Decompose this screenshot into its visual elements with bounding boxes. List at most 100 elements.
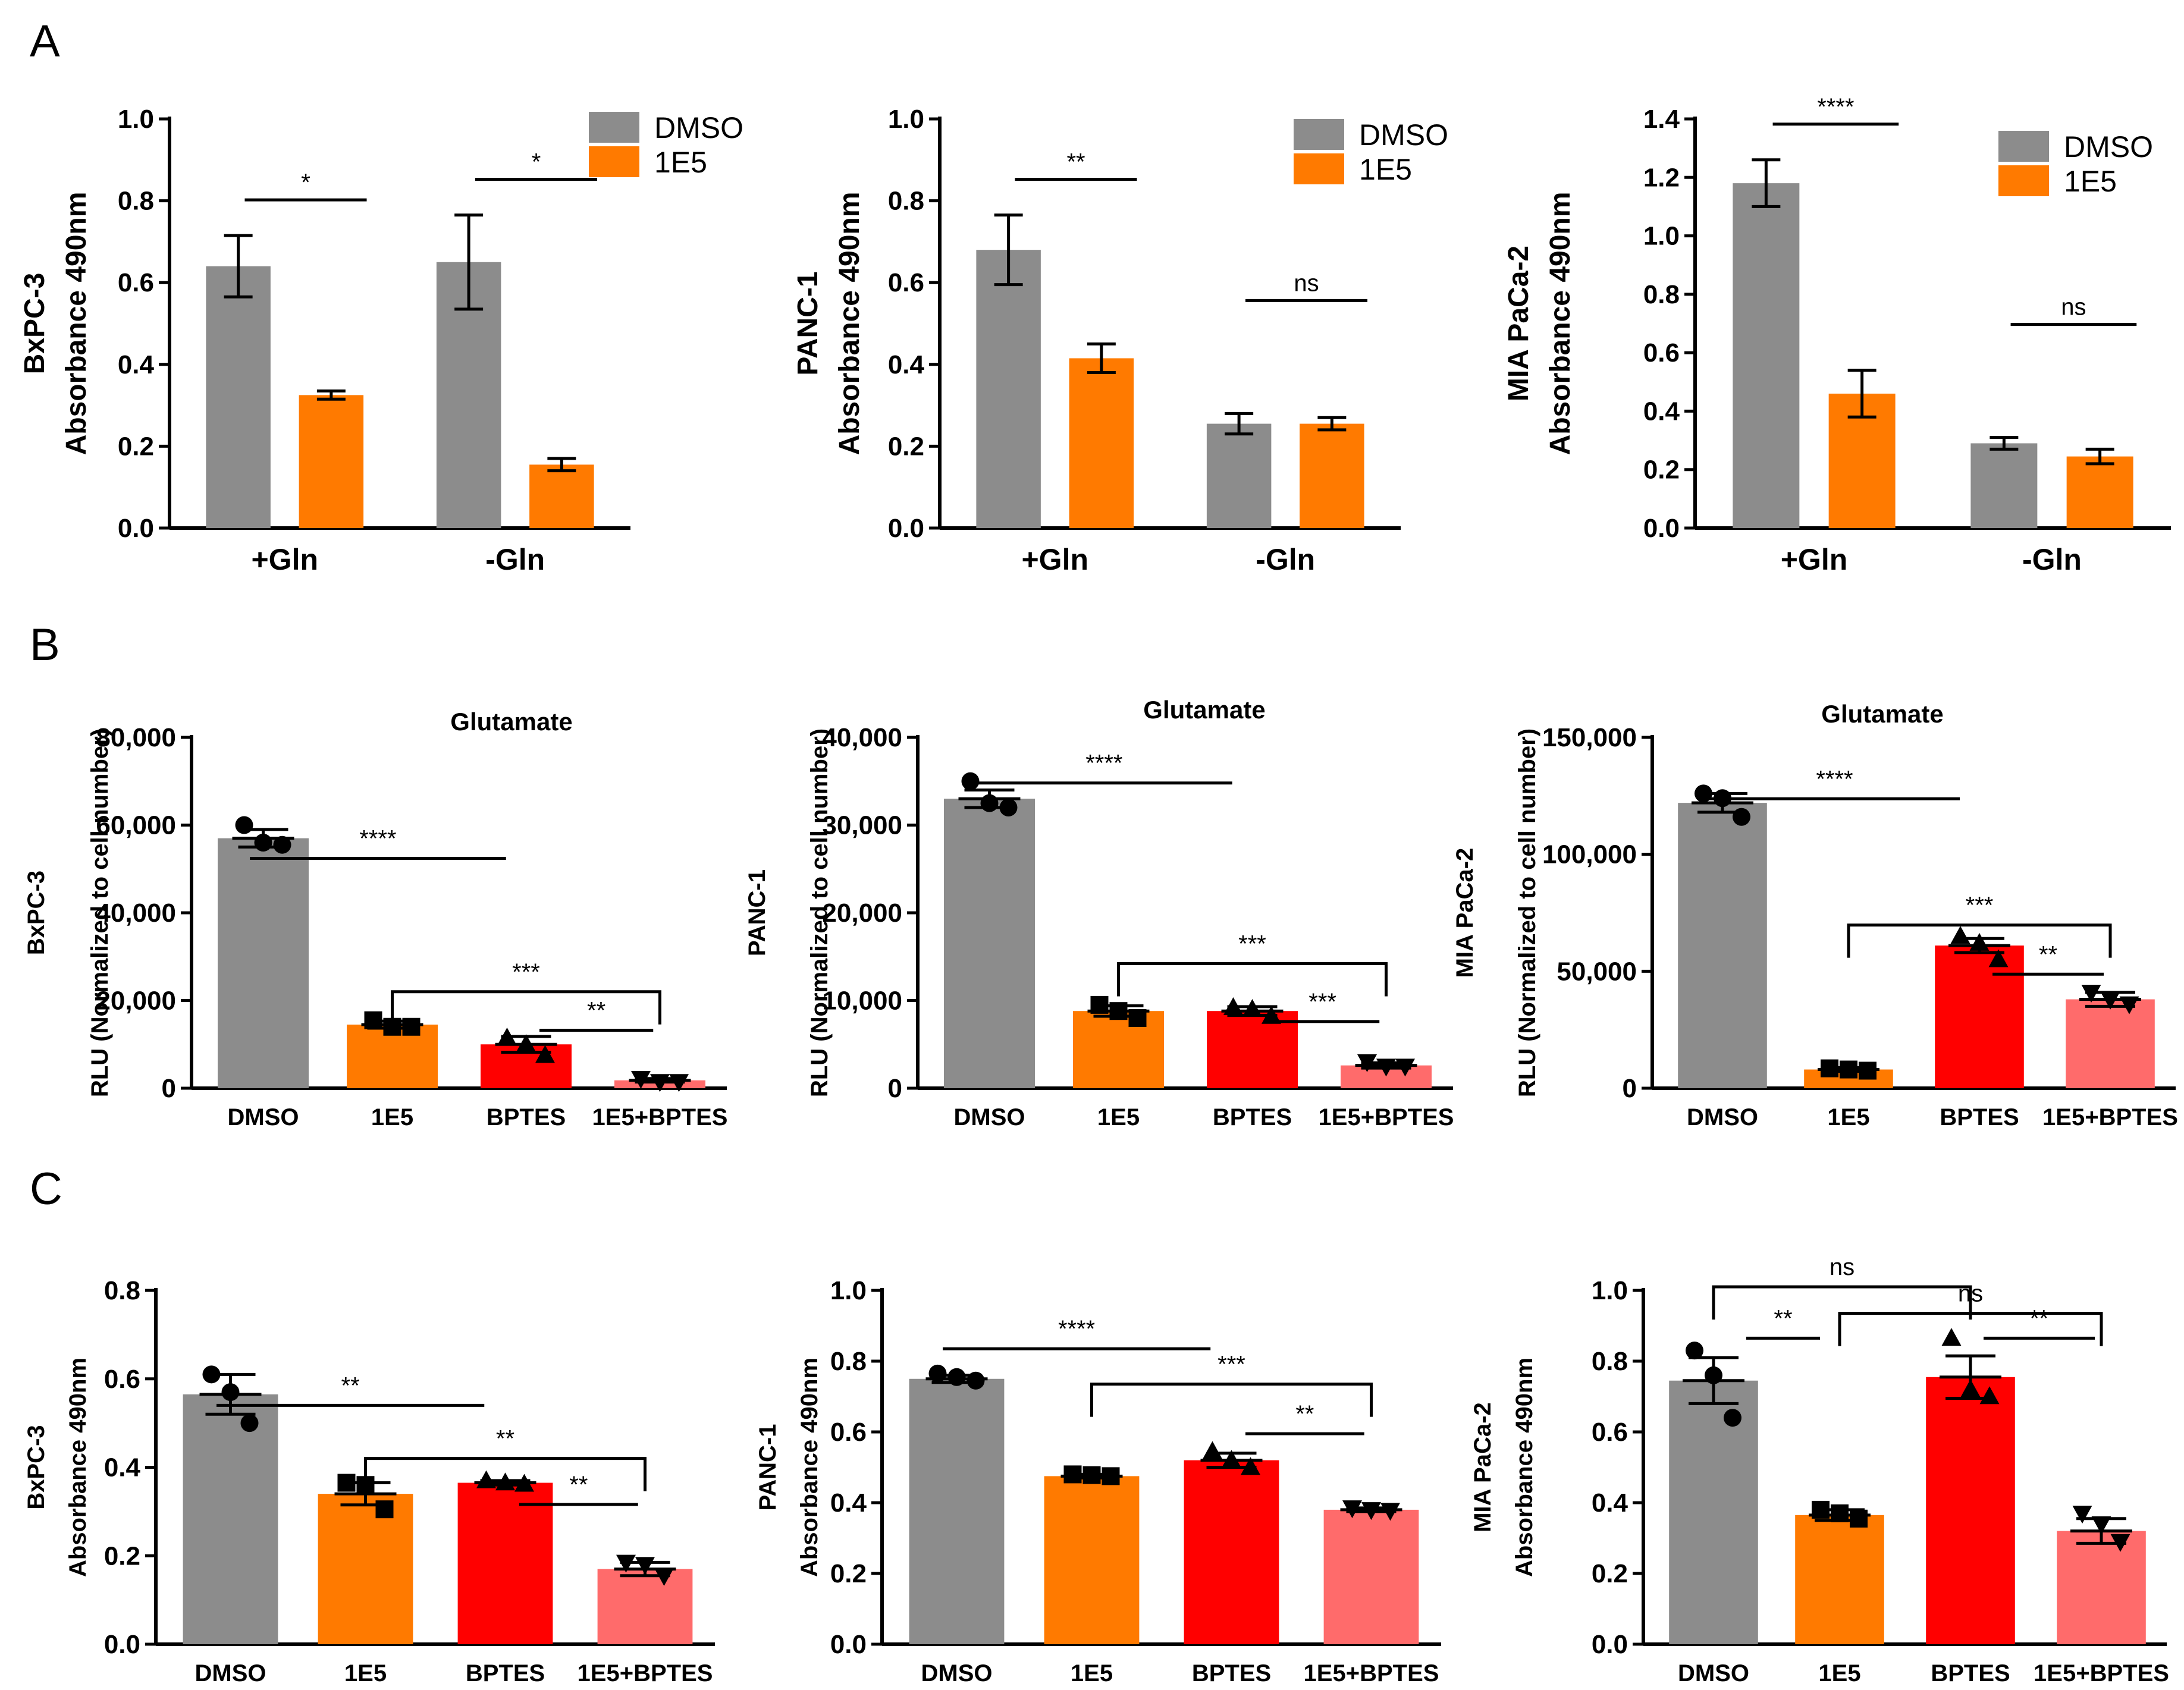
y-tick-label: 0.8 <box>888 187 924 216</box>
y-tick-label: 0.6 <box>888 268 924 297</box>
data-point <box>476 1470 496 1488</box>
y-axis-label: RLU (Normalized to cell number) <box>807 728 833 1097</box>
x-tick-label: DMSO <box>954 1104 1025 1130</box>
x-tick-label: 1E5 <box>1097 1104 1140 1130</box>
y-tick-label: 20,000 <box>96 987 176 1016</box>
data-point <box>967 1371 985 1390</box>
x-tick-label: -Gln <box>1256 543 1315 576</box>
data-point <box>1831 1504 1849 1522</box>
x-tick-label: DMSO <box>921 1660 993 1686</box>
x-tick-label: BPTES <box>466 1660 545 1686</box>
y-tick-label: 0.8 <box>1592 1347 1628 1376</box>
bar-dmso <box>206 266 271 528</box>
legend-label: 1E5 <box>2064 165 2117 198</box>
chart-a3: 0.0 0.2 0.4 0.6 0.8 1.0 1.2 1.4 MIA PaCa-2 Absorb… <box>1503 94 2171 576</box>
data-point <box>1812 1500 1830 1519</box>
y-tick-label: 1.2 <box>1643 163 1680 192</box>
data-point <box>1859 1061 1877 1080</box>
y-tick-label: 0.8 <box>104 1276 140 1305</box>
y-tick-label: 0.2 <box>118 432 154 461</box>
chart-title: Glutamate <box>450 708 572 736</box>
data-point <box>1090 995 1109 1014</box>
data-point <box>2091 1516 2111 1534</box>
y-tick-label: 1.4 <box>1643 105 1680 134</box>
x-tick-label: DMSO <box>1687 1104 1758 1130</box>
bar-1e5 <box>1795 1515 1884 1644</box>
y-tick-label: 0.0 <box>888 514 924 543</box>
bar-dmso <box>1970 443 2038 528</box>
x-tick-label: +Gln <box>1021 543 1088 576</box>
bar-1e5 <box>318 1494 413 1644</box>
significance-label: ** <box>2030 1305 2048 1331</box>
data-point <box>1705 1366 1722 1384</box>
chart-a1: 0.0 0.2 0.4 0.6 0.8 1.0 BxPC-3 Absorbance 490nm… <box>19 105 743 576</box>
y-tick-label: 0.2 <box>104 1541 140 1570</box>
data-point <box>1979 1386 2000 1405</box>
significance-label: *** <box>1308 989 1336 1015</box>
bar-1e5 <box>1073 1011 1164 1088</box>
y-tick-label: 0.6 <box>118 268 154 297</box>
significance-label: ** <box>341 1372 360 1399</box>
x-tick-label: 1E5+BPTES <box>1304 1660 1439 1686</box>
y-axis-label: MIA PaCa-2 <box>1470 1402 1496 1532</box>
y-tick-label: 1.0 <box>888 105 924 134</box>
data-point <box>2072 1506 2092 1524</box>
bar-dmso <box>1733 183 1800 529</box>
y-axis-label: Absorbance 490nm <box>1545 192 1576 456</box>
chart-a2: 0.0 0.2 0.4 0.6 0.8 1.0 PANC-1 Absorbance 490nm… <box>792 105 1448 576</box>
significance-label: **** <box>359 826 396 852</box>
data-point <box>1950 926 1970 944</box>
x-tick-label: BPTES <box>1213 1104 1292 1130</box>
data-point <box>375 1500 394 1519</box>
y-tick-label: 0.2 <box>888 432 924 461</box>
bar-1e5-plus-bptes <box>597 1569 693 1644</box>
y-tick-label: 0.0 <box>1643 514 1680 543</box>
data-point <box>1361 1502 1381 1521</box>
significance-label: * <box>301 169 310 196</box>
significance-label: ns <box>1294 270 1319 296</box>
panel-label-b: B <box>30 620 60 670</box>
y-axis-label: MIA PaCa-2 <box>1452 848 1478 978</box>
bar-dmso <box>1678 803 1767 1088</box>
data-point <box>235 816 253 834</box>
data-point <box>1969 932 1990 951</box>
bar-dmso <box>183 1394 278 1644</box>
bar-bptes <box>457 1482 553 1644</box>
y-tick-label: 0.4 <box>118 350 155 379</box>
y-tick-label: 0.2 <box>1592 1559 1628 1588</box>
x-tick-label: -Gln <box>485 543 545 576</box>
significance-label: *** <box>1966 893 1994 919</box>
data-point <box>497 1027 517 1045</box>
y-tick-label: 1.0 <box>830 1276 867 1305</box>
bar-1e5 <box>1069 358 1134 528</box>
x-tick-label: DMSO <box>228 1104 299 1130</box>
chart-title: Glutamate <box>1821 700 1943 728</box>
x-tick-label: 1E5+BPTES <box>2034 1660 2169 1686</box>
y-axis-label: PANC-1 <box>755 1424 781 1511</box>
data-point <box>1357 1054 1377 1072</box>
x-tick-label: -Gln <box>2022 543 2082 576</box>
x-tick-label: BPTES <box>487 1104 566 1130</box>
data-point <box>631 1071 651 1089</box>
x-tick-label: 1E5+BPTES <box>578 1660 713 1686</box>
y-tick-label: 1.0 <box>1643 222 1680 251</box>
data-point <box>514 1474 534 1492</box>
data-point <box>273 835 291 854</box>
significance-label: * <box>532 149 541 175</box>
panel-label-a: A <box>30 16 60 67</box>
y-tick-label: 0.0 <box>118 514 154 543</box>
significance-label: *** <box>1217 1352 1245 1378</box>
data-point <box>337 1474 356 1492</box>
y-axis-label: Absorbance 490nm <box>1511 1358 1537 1577</box>
data-point <box>1082 1466 1101 1484</box>
y-tick-label: 0.8 <box>118 187 154 216</box>
data-point <box>616 1554 636 1573</box>
x-tick-label: 1E5 <box>1071 1660 1113 1686</box>
x-tick-label: 1E5+BPTES <box>1319 1104 1454 1130</box>
legend-swatch-dmso <box>1294 119 1344 150</box>
significance-label: ** <box>1295 1401 1314 1427</box>
x-tick-label: 1E5+BPTES <box>592 1104 728 1130</box>
y-tick-label: 30,000 <box>822 811 902 840</box>
y-tick-label: 0.4 <box>1643 397 1680 426</box>
data-point <box>1395 1058 1415 1077</box>
